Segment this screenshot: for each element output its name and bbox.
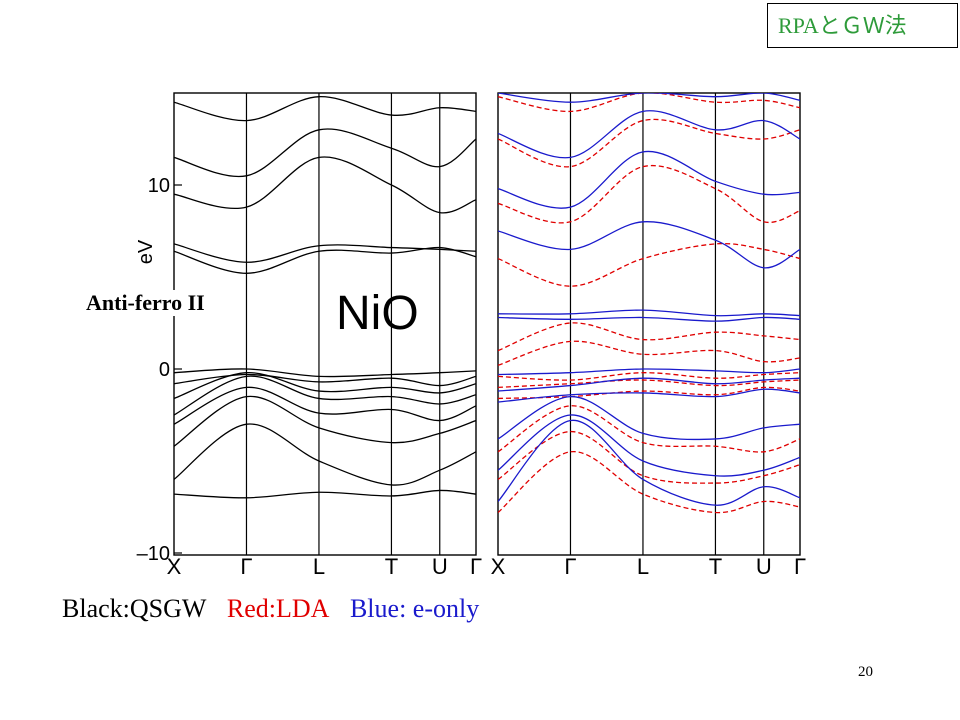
band-line	[174, 368, 476, 378]
band-line	[174, 395, 476, 447]
band-line	[174, 246, 476, 274]
band-line	[498, 322, 800, 352]
band-line	[498, 164, 800, 224]
band-line	[498, 309, 800, 317]
y-axis-label: eV	[135, 239, 157, 264]
band-line	[498, 395, 800, 441]
bands-group	[498, 93, 800, 514]
page-number: 20	[858, 664, 873, 680]
k-tick-label: L	[313, 554, 325, 579]
y-tick-label: –10	[137, 543, 170, 565]
band-line	[498, 414, 800, 477]
legend-item-e-only: Blue: e-only	[349, 594, 480, 623]
k-tick-label: U	[756, 554, 772, 579]
band-line	[498, 419, 800, 506]
k-tick-label: U	[432, 554, 448, 579]
phase-label: Anti-ferro II	[86, 290, 205, 316]
band-line	[498, 340, 800, 366]
band-line	[498, 93, 800, 113]
k-tick-label: Γ	[794, 554, 806, 579]
band-line	[498, 150, 800, 209]
band-line	[174, 372, 476, 400]
band-line	[174, 423, 476, 486]
legend-item-lda: Red:LDA	[226, 594, 330, 623]
k-tick-label: Γ	[564, 554, 576, 579]
k-tick-label: L	[637, 554, 649, 579]
band-line	[498, 451, 800, 514]
legend-item-qsgw: Black:QSGW	[62, 594, 207, 623]
band-line	[498, 377, 800, 392]
band-line	[498, 110, 800, 159]
band-line	[498, 316, 800, 322]
band-line	[174, 373, 476, 387]
legend: Black:QSGW Red:LDA Blue: e-only	[62, 594, 493, 624]
band-line	[174, 156, 476, 214]
band-line	[174, 128, 476, 178]
band-line	[174, 489, 476, 499]
band-line	[174, 386, 476, 425]
band-line	[498, 221, 800, 269]
k-tick-label: Γ	[470, 554, 482, 579]
y-tick-label: 10	[148, 175, 170, 197]
band-line	[174, 96, 476, 122]
band-line	[498, 388, 800, 403]
bands-group	[174, 96, 476, 499]
band-line	[174, 243, 476, 263]
band-line	[498, 368, 800, 376]
band-line	[498, 379, 800, 389]
k-tick-label: X	[167, 554, 182, 579]
k-tick-label: X	[491, 554, 506, 579]
k-tick-label: T	[709, 554, 722, 579]
band-line	[498, 118, 800, 168]
band-line	[498, 386, 800, 400]
panel-frame	[173, 92, 477, 556]
band-line	[498, 93, 800, 103]
k-tick-label: Γ	[240, 554, 252, 579]
y-tick-label: 0	[159, 359, 170, 381]
band-line	[174, 375, 476, 416]
band-line	[498, 405, 800, 453]
material-label: NiO	[336, 287, 419, 340]
slide-header-tag: RPAとＧＷ法	[767, 3, 958, 48]
k-tick-label: T	[385, 554, 398, 579]
band-line	[498, 430, 800, 484]
band-line	[498, 372, 800, 381]
